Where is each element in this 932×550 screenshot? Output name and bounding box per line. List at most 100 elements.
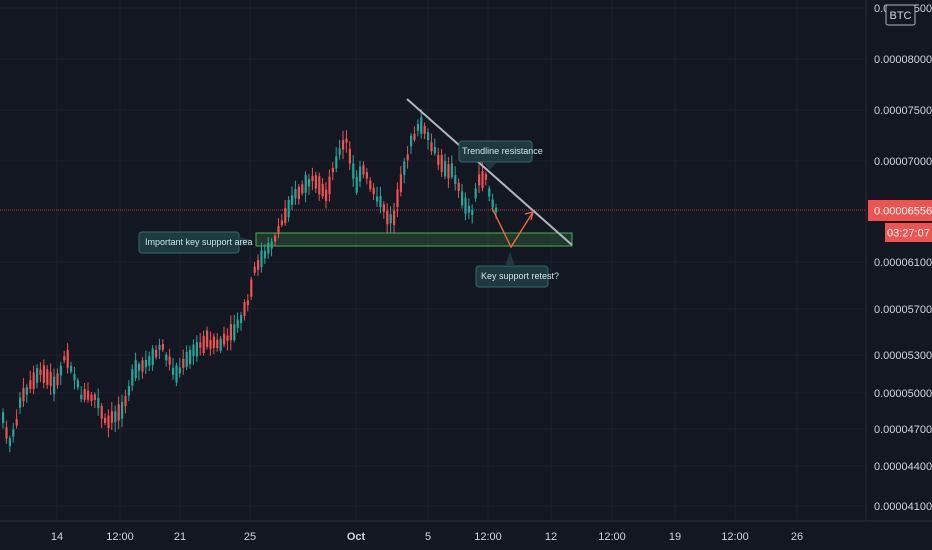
candle-body (121, 401, 124, 419)
candle-body (301, 184, 304, 194)
candle-body (331, 168, 334, 173)
candle-body (280, 220, 283, 225)
time-axis[interactable]: 14 12:00 21 25 Oct 5 12:00 12 12:00 19 12:00 26 (51, 531, 803, 543)
candle-body (484, 174, 487, 180)
candle-body (416, 124, 419, 131)
candle-body (471, 209, 474, 215)
retest-label: Key support retest? (481, 271, 559, 281)
candle-body (304, 175, 307, 193)
candle-body (15, 419, 18, 426)
candle-body (413, 133, 416, 140)
candle-body (311, 175, 314, 182)
candle-body (478, 174, 481, 186)
candle-body (376, 196, 379, 202)
support-callout: Important key support area (138, 231, 253, 254)
candle-body (168, 356, 171, 365)
candle-body (70, 365, 73, 372)
candle-body (175, 365, 178, 383)
candle-body (212, 336, 215, 349)
candle-body (365, 172, 368, 179)
y-tick-label: 0.00007500 (874, 105, 932, 117)
x-tick-label: 14 (51, 531, 63, 543)
support-label: Important key support area (145, 237, 253, 247)
x-tick-label: 21 (174, 531, 186, 543)
candle-body (267, 243, 270, 254)
candle-body (165, 354, 168, 361)
y-tick-label: 0.00007000 (874, 156, 932, 168)
candle-body (12, 429, 15, 437)
candle-body (226, 335, 229, 341)
x-tick-label: 26 (791, 531, 803, 543)
candle-body (386, 211, 389, 225)
candle-body (223, 333, 226, 345)
candle-body (348, 148, 351, 164)
candle-body (66, 349, 69, 368)
candle-body (155, 349, 158, 358)
candle-body (56, 373, 59, 386)
candle-body (328, 176, 331, 195)
candle-body (270, 241, 273, 249)
trendline-resistance[interactable] (406, 98, 573, 246)
candle-body (399, 174, 402, 193)
current-price-label: 0.00006556 (874, 206, 932, 218)
candle-body (440, 154, 443, 172)
candle-body (202, 336, 205, 354)
candle-body (161, 344, 164, 350)
candle-body (22, 387, 25, 402)
candle-body (209, 339, 212, 349)
candle-body (236, 319, 239, 328)
candle-body (389, 214, 392, 224)
candle-body (192, 344, 195, 357)
candle-body (488, 188, 491, 197)
candle-body (49, 371, 52, 387)
candle-body (127, 386, 130, 396)
candle-body (243, 302, 246, 317)
support-zone[interactable] (255, 232, 573, 247)
candle-body (144, 359, 147, 368)
x-tick-label: 19 (669, 531, 681, 543)
resistance-label: Trendline resistance (462, 146, 543, 156)
candle-body (124, 396, 127, 407)
candle-body (491, 199, 494, 208)
candle-body (287, 199, 290, 218)
candle-body (134, 360, 137, 378)
candle-body (138, 363, 141, 371)
candle-body (29, 380, 32, 390)
candle-body (104, 417, 107, 423)
candle-body (219, 338, 222, 351)
candle-body (369, 180, 372, 190)
candle-body (406, 154, 409, 161)
candle-body (206, 330, 209, 348)
candle-body (396, 189, 399, 208)
candle-body (420, 117, 423, 134)
candle-body (297, 186, 300, 200)
candle-body (240, 314, 243, 324)
x-tick-label: 12 (545, 531, 557, 543)
x-tick-label: 12:00 (598, 531, 626, 543)
candle-body (338, 148, 341, 155)
y-tick-label: 0.00004100 (874, 501, 932, 513)
countdown-label: 03:27:07 (887, 228, 930, 240)
y-tick-label: 0.00005000 (874, 388, 932, 400)
candle-body (284, 208, 287, 224)
currency-badge[interactable]: BTC (885, 4, 916, 26)
candle-body (382, 204, 385, 212)
candle-body (19, 397, 22, 408)
candle-body (195, 342, 198, 357)
x-tick-label: 25 (244, 531, 256, 543)
candle-body (8, 438, 11, 447)
candle-body (308, 179, 311, 187)
candle-body (36, 368, 39, 383)
candle-body (454, 175, 457, 184)
candle-body (393, 210, 396, 225)
candle-body (253, 266, 256, 273)
candle-body (274, 235, 277, 242)
candle-body (355, 176, 358, 193)
y-tick-label: 0.00004700 (874, 424, 932, 436)
price-axis[interactable]: 0.000085000.000080000.000075000.00007000… (874, 3, 932, 513)
candle-body (263, 250, 266, 259)
candle-body (97, 397, 100, 409)
x-tick-label: Oct (347, 531, 366, 543)
